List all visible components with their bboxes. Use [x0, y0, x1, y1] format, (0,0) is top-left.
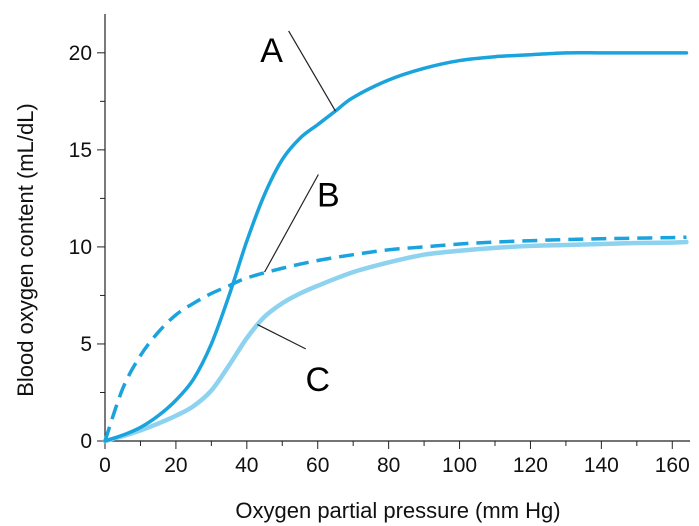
- x-tick-label: 160: [655, 454, 690, 477]
- curve-label-c: C: [305, 361, 330, 399]
- leader-line-c: [257, 324, 306, 350]
- x-tick-label: 80: [377, 454, 400, 477]
- series-line-b: [103, 235, 687, 442]
- leader-line-a: [288, 30, 336, 112]
- y-tick-label: 10: [69, 236, 92, 259]
- x-tick-label: 140: [584, 454, 619, 477]
- x-tick-label: 20: [164, 454, 187, 477]
- annotation-layer: A B C: [257, 30, 340, 399]
- y-tick-label: 15: [69, 139, 92, 162]
- series-layer: [102, 50, 689, 444]
- series-line-c: [102, 239, 689, 444]
- x-axis-title: Oxygen partial pressure (mm Hg): [235, 498, 560, 523]
- x-tick-label: 0: [99, 454, 111, 477]
- x-tick-label: 40: [235, 454, 258, 477]
- x-tick-label: 100: [442, 454, 477, 477]
- leader-line-b: [264, 174, 319, 273]
- curve-label-a: A: [260, 32, 283, 70]
- y-tick-label: 20: [69, 42, 92, 65]
- x-tick-label: 60: [306, 454, 329, 477]
- y-tick-label: 5: [80, 333, 92, 356]
- y-axis-title: Blood oxygen content (mL/dL): [13, 103, 38, 397]
- axes: 0 5 10 15 20 0 20 40 60 80 100 120 140 160: [69, 14, 690, 477]
- x-tick-label: 120: [513, 454, 548, 477]
- y-tick-label: 0: [80, 430, 92, 453]
- curve-label-b: B: [317, 177, 340, 215]
- series-line-a: [103, 50, 689, 443]
